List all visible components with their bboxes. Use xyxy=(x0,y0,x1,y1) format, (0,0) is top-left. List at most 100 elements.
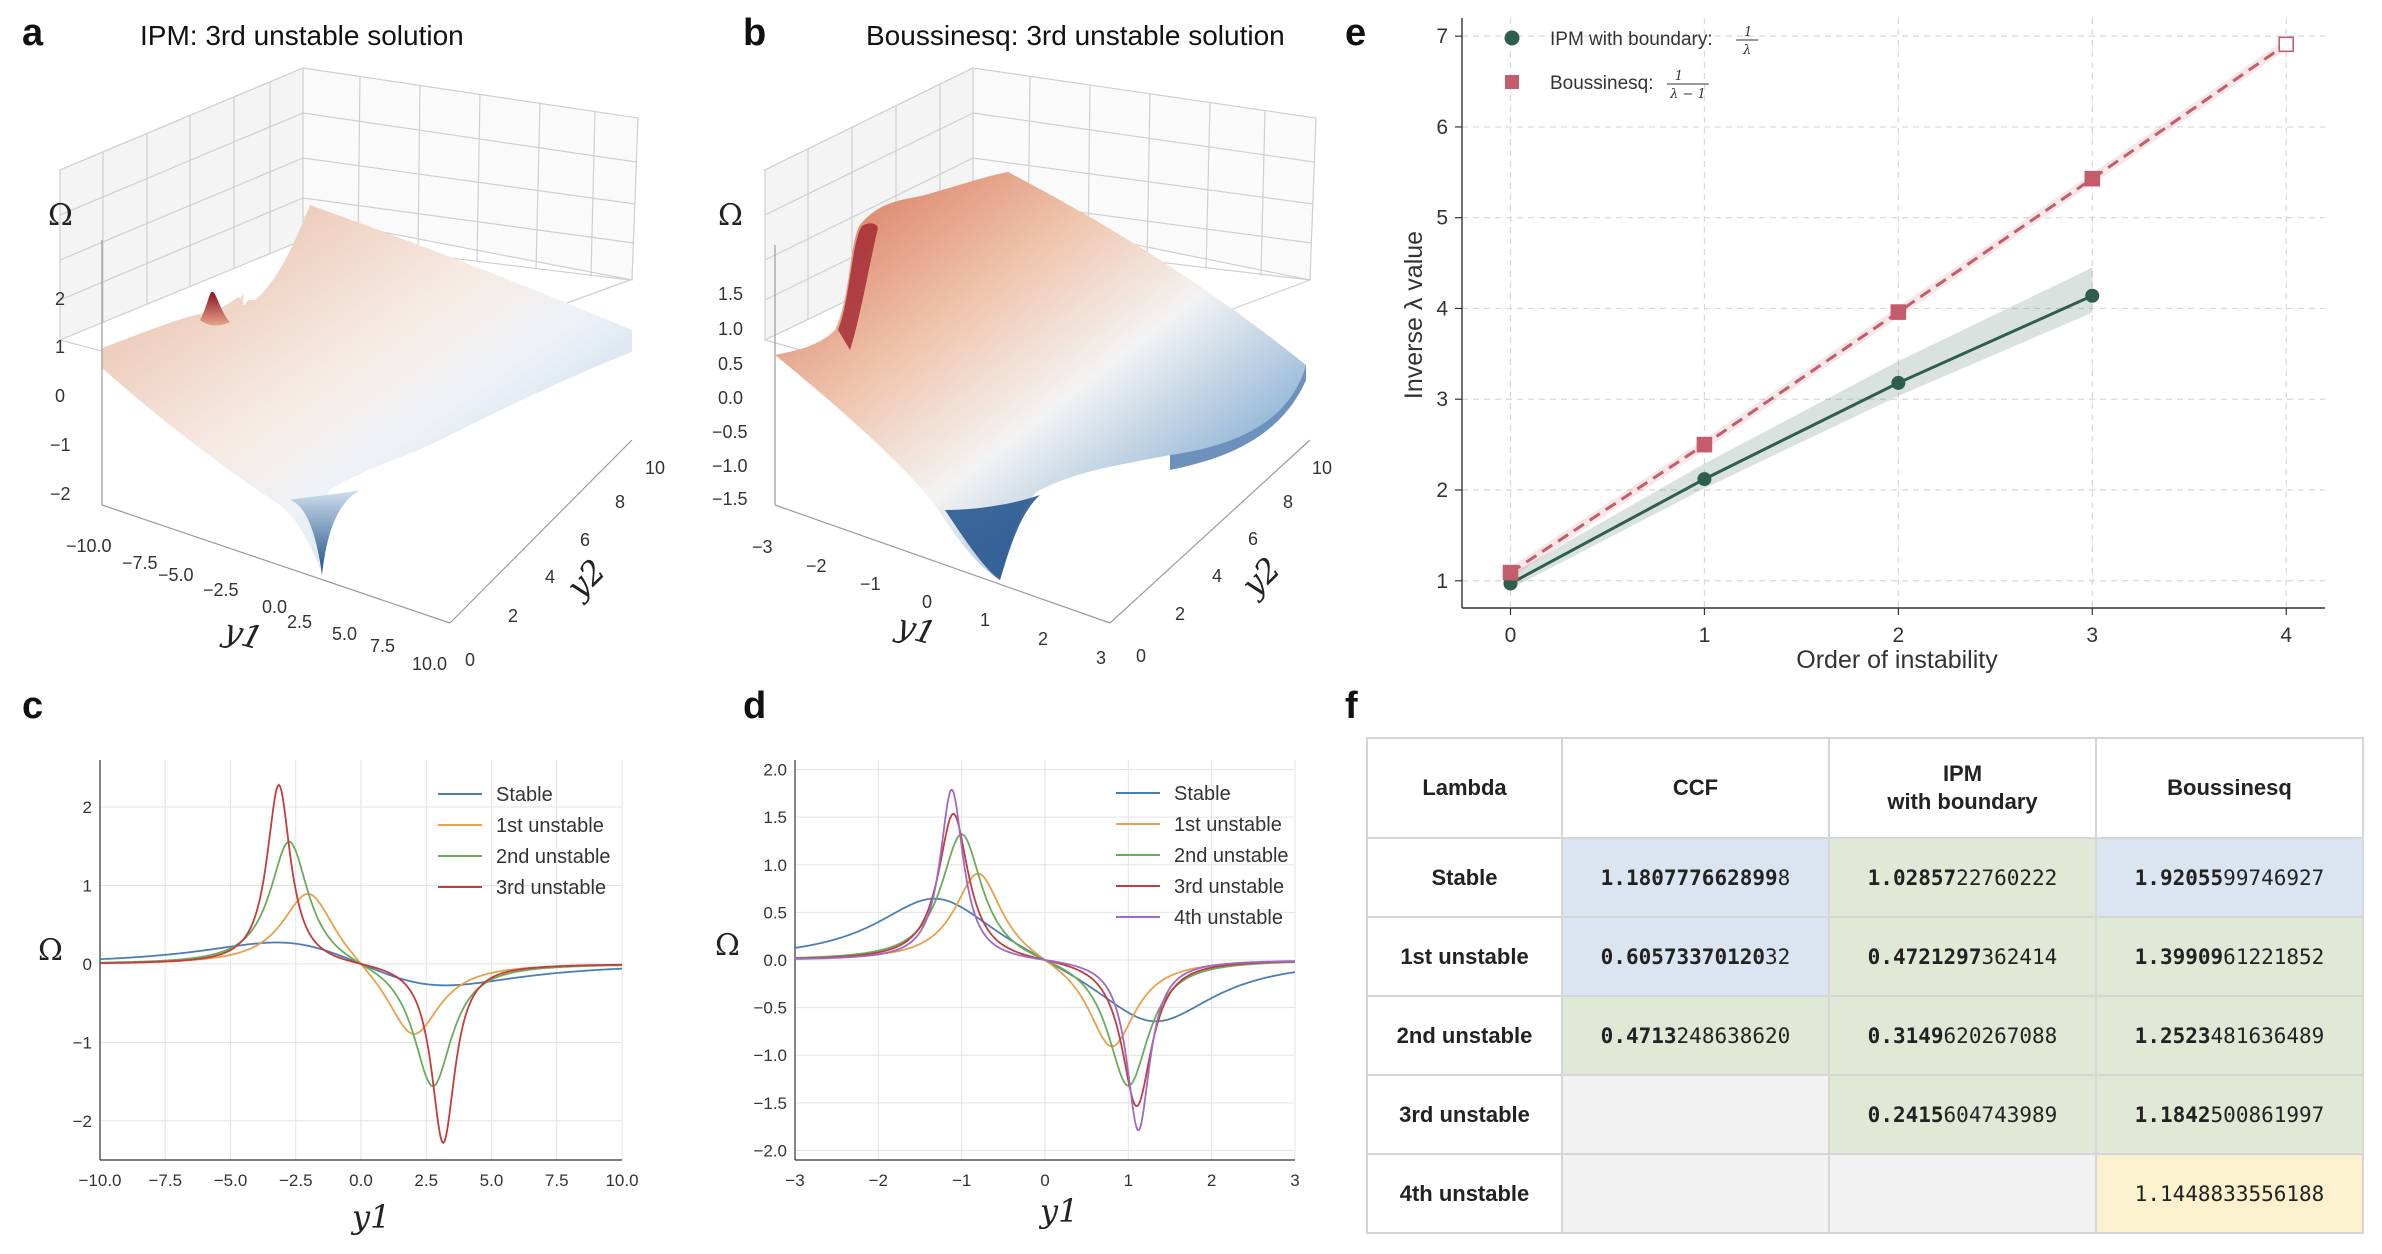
e-legend-frac-den: λ − 1 xyxy=(1669,87,1706,102)
panel-e-xlabel: Order of instability xyxy=(1796,646,1998,674)
table-cell: 1.2523481636489 xyxy=(2095,995,2364,1076)
table-header: Boussinesq xyxy=(2095,737,2364,839)
d-series-line xyxy=(795,788,1295,1132)
panel-a-axes-outline xyxy=(101,240,633,624)
cell-remaining-digits: 500861997 xyxy=(2210,1102,2325,1127)
panel-a-label: a xyxy=(22,12,44,54)
e-xtick: 0 xyxy=(1505,624,1517,647)
table-row: 4th unstable 1.1448833556188 xyxy=(1366,1153,2364,1234)
table-cell: 1.9205599746927 xyxy=(2095,837,2364,918)
e-ytick: 1 xyxy=(1436,570,1448,593)
panel-a-xtick: 0.0 xyxy=(262,597,287,617)
cell-verified-digits: 0.3149 xyxy=(1867,1023,1944,1048)
cell-remaining-digits: 362414 xyxy=(1981,944,2058,969)
panel-a-surface xyxy=(102,205,632,575)
panel-b-ytick: 0 xyxy=(1136,646,1146,666)
panel-a-ylabel: y2 xyxy=(557,552,612,607)
e-ytick: 7 xyxy=(1436,25,1448,48)
panel-d-series xyxy=(794,788,1296,1132)
table-cell: 0.3149620267088 xyxy=(1828,995,2097,1076)
d-xtick: 2 xyxy=(1207,1171,1216,1190)
c-xtick: 7.5 xyxy=(545,1171,569,1190)
table-header-row: Lambda CCF IPM with boundary Boussinesq xyxy=(1366,737,2364,839)
panel-b-xtick: −3 xyxy=(752,537,773,557)
e-ytick: 2 xyxy=(1436,479,1448,502)
cell-verified-digits: 1.92055 xyxy=(2134,865,2224,890)
panel-b-ztick: 1.5 xyxy=(718,284,743,304)
panel-c-legend: Stable 1st unstable 2nd unstable 3rd unstab… xyxy=(438,784,611,899)
panel-c-axes: −10.0 −7.5 −5.0 −2.5 0.0 2.5 5.0 7.5 10.0 2 1 0 −1 −2 xyxy=(73,760,639,1190)
table-cell: 1.1807776628998 xyxy=(1561,837,1830,918)
table-cell: 0.4713248638620 xyxy=(1561,995,1830,1076)
e-bous-point xyxy=(1502,564,1519,581)
d-ytick: 0.5 xyxy=(763,903,787,922)
panel-e-axes: 0 1 2 3 4 1 2 3 4 5 6 7 xyxy=(1436,18,2325,647)
cell-remaining-digits: 32 xyxy=(1765,944,1791,969)
d-xtick: 0 xyxy=(1040,1171,1049,1190)
table-cell: 0.2415604743989 xyxy=(1828,1074,2097,1155)
panel-b-title: Boussinesq: 3rd unstable solution xyxy=(866,20,1285,51)
panel-a-x-ticks: −10.0 −7.5 −5.0 −2.5 0.0 2.5 5.0 7.5 10.… xyxy=(66,536,447,674)
e-xtick: 1 xyxy=(1699,624,1711,647)
panel-d-axes: −3 −2 −1 0 1 2 3 2.0 1.5 1.0 0.5 0.0 −0.5 −1.0 −1.5 −2.… xyxy=(753,760,1300,1190)
c-legend-label: 1st unstable xyxy=(496,815,604,837)
e-legend-frac-num: 1 xyxy=(1744,25,1752,40)
e-ipm-line xyxy=(1509,294,2093,585)
table-row: Stable 1.1807776628998 1.0285722760222 1.92… xyxy=(1366,837,2364,918)
table-header: CCF xyxy=(1561,737,1830,839)
table-body: Stable 1.1807776628998 1.0285722760222 1.92… xyxy=(1366,837,2364,1234)
table-row: 3rd unstable 0.2415604743989 1.18425008619… xyxy=(1366,1074,2364,1155)
panel-b-axes-outline xyxy=(774,245,1311,624)
panel-b-surface-plot: b Boussinesq: 3rd unstable solution Ω 1.… xyxy=(712,12,1332,668)
panel-b-ztick: 0.0 xyxy=(718,388,743,408)
table-row: 2nd unstable 0.4713248638620 0.31496202670… xyxy=(1366,995,2364,1076)
panel-c-xlabel: y1 xyxy=(350,1198,390,1236)
panel-e-legend: IPM with boundary: 1 λ Boussinesq: 1 λ − 1 xyxy=(1504,25,1759,102)
panel-a-surface-plot: a IPM: 3rd unstable solution Ω 2 1 0 xyxy=(22,12,665,674)
panel-a-ztick: 1 xyxy=(55,337,65,357)
cell-verified-digits: 0.60573370120 xyxy=(1600,944,1766,969)
table-cell: 0.6057337012032 xyxy=(1561,916,1830,997)
panel-b-red-ridge xyxy=(838,223,878,350)
panel-b-ztick: −1.0 xyxy=(712,456,748,476)
cell-remaining-digits: 99746927 xyxy=(2223,865,2325,890)
panel-a-ytick: 6 xyxy=(580,530,590,550)
e-xtick: 3 xyxy=(2086,624,2098,647)
c-ytick: 0 xyxy=(83,955,92,974)
panel-a-ytick: 0 xyxy=(465,650,475,670)
panel-f-label: f xyxy=(1345,685,1358,727)
d-ytick: −0.5 xyxy=(753,999,787,1018)
panel-b-xtick: −2 xyxy=(806,556,827,576)
e-xtick: 2 xyxy=(1893,624,1905,647)
panel-b-ylabel: y2 xyxy=(1232,550,1287,605)
table-cell: 1.3990961221852 xyxy=(2095,916,2364,997)
d-xtick: −2 xyxy=(869,1171,888,1190)
e-ytick: 3 xyxy=(1436,388,1448,411)
e-xtick: 4 xyxy=(2280,624,2292,647)
cell-remaining-digits: 604743989 xyxy=(1943,1102,2058,1127)
cell-verified-digits: 1.39909 xyxy=(2134,944,2224,969)
d-xtick: 1 xyxy=(1124,1171,1133,1190)
panel-b-xtick: −1 xyxy=(860,574,881,594)
e-ytick: 5 xyxy=(1436,207,1448,230)
panel-a-z-ticks: 2 1 0 −1 −2 xyxy=(50,289,71,504)
c-xtick: −7.5 xyxy=(148,1171,182,1190)
c-xtick: 2.5 xyxy=(414,1171,438,1190)
panel-a-xtick: −10.0 xyxy=(66,536,112,556)
panel-b-y-ticks: 0 2 4 6 8 10 xyxy=(1136,458,1332,666)
panel-b-xtick: 2 xyxy=(1038,629,1048,649)
e-ipm-point xyxy=(1697,472,1712,487)
panel-b-ytick: 2 xyxy=(1175,604,1185,624)
panel-a-ytick: 10 xyxy=(645,458,665,478)
panel-a-title: IPM: 3rd unstable solution xyxy=(140,20,464,51)
e-ytick: 6 xyxy=(1436,116,1448,139)
panel-a-xlabel-text: y1 xyxy=(218,611,267,658)
d-ytick: 1.0 xyxy=(763,856,787,875)
panel-d-label: d xyxy=(743,685,766,727)
panel-b-x-ticks: −3 −2 −1 0 1 2 3 xyxy=(752,537,1106,668)
table-header: IPM with boundary xyxy=(1828,737,2097,839)
cell-remaining-digits: 248638620 xyxy=(1676,1023,1791,1048)
panel-b-ytick: 4 xyxy=(1212,566,1222,586)
e-legend-label: IPM with boundary: xyxy=(1550,29,1713,50)
cell-remaining-digits: 1.1448833556188 xyxy=(2134,1181,2325,1206)
